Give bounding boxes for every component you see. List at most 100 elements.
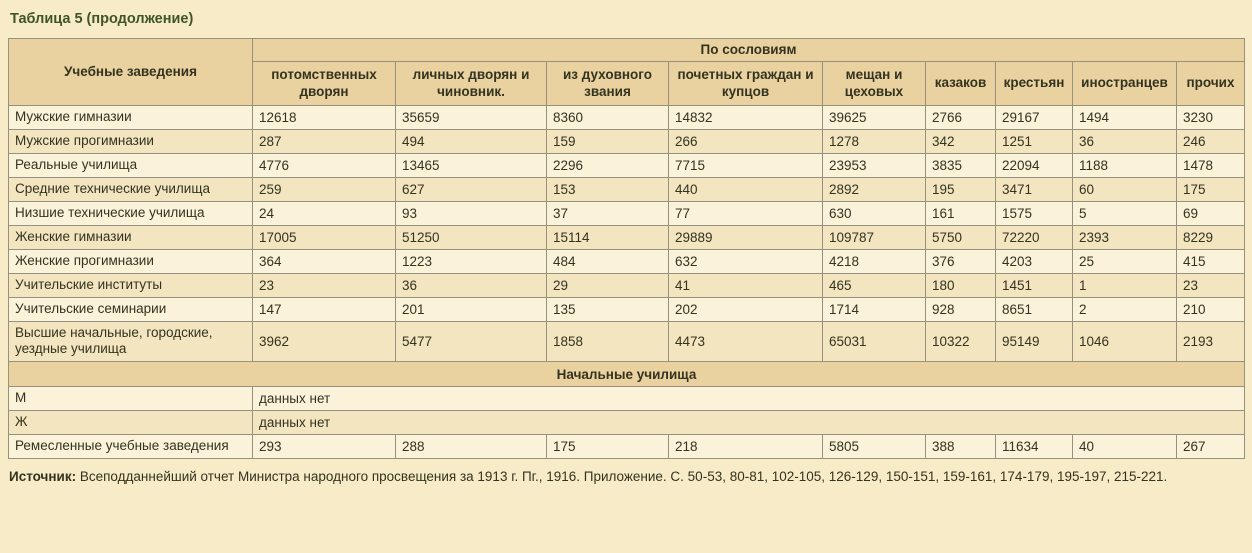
value-cell: 161 [925, 200, 996, 226]
value-cell: 180 [925, 272, 996, 298]
value-cell: 8229 [1176, 224, 1245, 250]
table-row: Низшие технические училища 24 93 37 77 630 161… [8, 200, 1245, 226]
table-row: Реальные училища 4776 13465 2296 7715 23953 38… [8, 152, 1245, 178]
row-label: Учительские институты [8, 272, 253, 298]
source-label: Источник: [9, 469, 77, 485]
row-label: Мужские гимназии [8, 104, 253, 130]
section-header-row: Начальные училища [8, 361, 1245, 388]
value-cell: 415 [1176, 248, 1245, 274]
column-header: казаков [925, 60, 996, 106]
value-cell: 35659 [395, 104, 547, 130]
value-cell: 201 [395, 296, 547, 322]
value-cell: 484 [546, 248, 669, 274]
value-cell: 4776 [252, 152, 396, 178]
value-cell: 1278 [822, 128, 926, 154]
value-cell: 109787 [822, 224, 926, 250]
value-cell: 2193 [1176, 320, 1245, 363]
value-cell: 4218 [822, 248, 926, 274]
value-cell: 72220 [995, 224, 1073, 250]
value-cell: 1575 [995, 200, 1073, 226]
value-cell: 440 [668, 176, 823, 202]
value-cell: 246 [1176, 128, 1245, 154]
value-cell: 22094 [995, 152, 1073, 178]
value-cell: 7715 [668, 152, 823, 178]
value-cell: 153 [546, 176, 669, 202]
source-note: Источник: Всеподданнейший отчет Министра… [8, 468, 1244, 487]
value-cell: 17005 [252, 224, 396, 250]
value-cell: 23 [1176, 272, 1245, 298]
value-cell: 175 [546, 434, 669, 460]
value-cell: 15114 [546, 224, 669, 250]
value-cell: 259 [252, 176, 396, 202]
value-cell: 388 [925, 434, 996, 460]
row-label: Учительские семинарии [8, 296, 253, 322]
value-cell: 195 [925, 176, 996, 202]
value-cell: 1223 [395, 248, 547, 274]
value-cell: 1188 [1072, 152, 1177, 178]
value-cell: 8651 [995, 296, 1073, 322]
value-cell: 1714 [822, 296, 926, 322]
value-cell: 5805 [822, 434, 926, 460]
table-row: Учительские институты 23 36 29 41 465 180 1451 1… [8, 272, 1245, 298]
value-cell: 4473 [668, 320, 823, 363]
table-row: Мужские прогимназии 287 494 159 266 1278 342 12… [8, 128, 1245, 154]
value-cell: 14832 [668, 104, 823, 130]
value-cell: 287 [252, 128, 396, 154]
section-header: Начальные училища [8, 361, 1245, 388]
table-row: Высшие начальные, городские, уездные учи… [8, 320, 1245, 363]
value-cell: 77 [668, 200, 823, 226]
column-header: почетных граждан и купцов [668, 60, 823, 106]
column-header: крестьян [995, 60, 1073, 106]
value-cell: 175 [1176, 176, 1245, 202]
value-cell: 293 [252, 434, 396, 460]
value-cell: 29889 [668, 224, 823, 250]
row-label: Ж [8, 410, 253, 436]
no-data-cell: данных нет [252, 410, 1245, 436]
row-label: Реальные училища [8, 152, 253, 178]
value-cell: 928 [925, 296, 996, 322]
value-cell: 1 [1072, 272, 1177, 298]
value-cell: 3962 [252, 320, 396, 363]
column-header: из духовного звания [546, 60, 669, 106]
value-cell: 2892 [822, 176, 926, 202]
table-row: Ремесленные учебные заведения 293 288 175 21… [8, 434, 1245, 460]
value-cell: 3230 [1176, 104, 1245, 130]
value-cell: 10322 [925, 320, 996, 363]
value-cell: 147 [252, 296, 396, 322]
value-cell: 8360 [546, 104, 669, 130]
value-cell: 288 [395, 434, 547, 460]
value-cell: 1494 [1072, 104, 1177, 130]
value-cell: 376 [925, 248, 996, 274]
value-cell: 36 [1072, 128, 1177, 154]
value-cell: 24 [252, 200, 396, 226]
value-cell: 218 [668, 434, 823, 460]
row-label: Ремесленные учебные заведения [8, 434, 253, 460]
value-cell: 36 [395, 272, 547, 298]
row-label: Женские гимназии [8, 224, 253, 250]
value-cell: 25 [1072, 248, 1177, 274]
value-cell: 5 [1072, 200, 1177, 226]
value-cell: 2766 [925, 104, 996, 130]
value-cell: 202 [668, 296, 823, 322]
group-header-estates: По сословиям [252, 38, 1245, 62]
row-label: Средние технические училища [8, 176, 253, 202]
estates-table: Учебные заведения По сословиям потомстве… [8, 38, 1245, 460]
value-cell: 23 [252, 272, 396, 298]
value-cell: 5750 [925, 224, 996, 250]
value-cell: 3835 [925, 152, 996, 178]
value-cell: 1451 [995, 272, 1073, 298]
value-cell: 13465 [395, 152, 547, 178]
page-title: Таблица 5 (продолжение) [10, 11, 194, 27]
value-cell: 23953 [822, 152, 926, 178]
row-label: Женские прогимназии [8, 248, 253, 274]
table-row: Средние технические училища 259 627 153 440 2… [8, 176, 1245, 202]
row-label: М [8, 386, 253, 412]
row-label: Мужские прогимназии [8, 128, 253, 154]
value-cell: 12618 [252, 104, 396, 130]
value-cell: 40 [1072, 434, 1177, 460]
no-data-cell: данных нет [252, 386, 1245, 412]
value-cell: 11634 [995, 434, 1073, 460]
column-header-institutions: Учебные заведения [8, 38, 253, 106]
